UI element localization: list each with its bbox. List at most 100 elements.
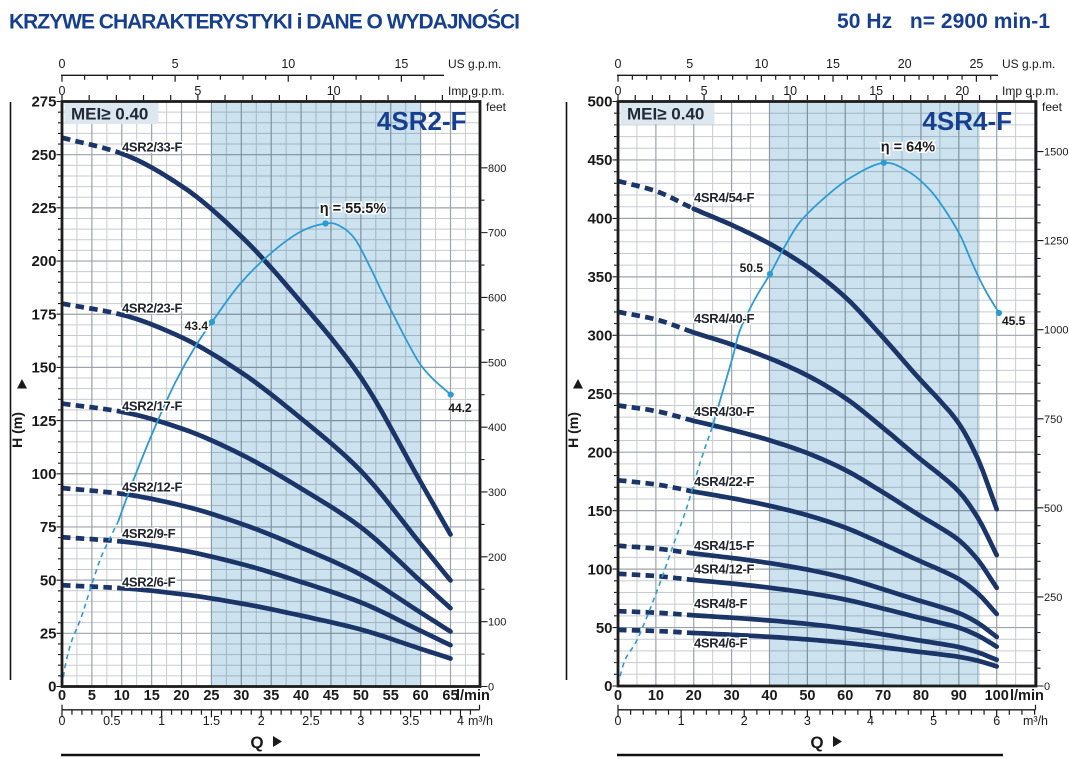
svg-text:600: 600 [488,293,506,305]
svg-text:225: 225 [31,200,56,217]
svg-text:6: 6 [993,714,1000,728]
svg-text:m³/h: m³/h [1023,714,1048,728]
svg-text:200: 200 [31,253,56,270]
svg-text:0: 0 [59,84,66,98]
svg-text:100: 100 [488,617,506,629]
svg-text:200: 200 [587,444,612,461]
svg-text:150: 150 [587,503,612,520]
svg-text:4SR4/12-F: 4SR4/12-F [694,562,755,577]
svg-text:4SR2/23-F: 4SR2/23-F [122,301,183,316]
svg-text:MEI≥ 0.40: MEI≥ 0.40 [627,105,704,124]
svg-text:1000: 1000 [1044,325,1068,337]
svg-text:43.4: 43.4 [185,319,209,333]
svg-text:4SR2/9-F: 4SR2/9-F [122,526,176,541]
svg-text:75: 75 [40,519,57,536]
svg-text:55: 55 [383,688,399,704]
svg-text:300: 300 [587,328,612,345]
svg-text:0: 0 [604,678,612,695]
svg-text:30: 30 [724,688,740,704]
svg-text:20: 20 [173,688,189,704]
svg-text:200: 200 [488,552,506,564]
svg-text:100: 100 [31,466,56,483]
svg-text:20: 20 [686,688,702,704]
svg-text:2.5: 2.5 [302,714,319,728]
svg-text:1.5: 1.5 [203,714,220,728]
svg-text:500: 500 [1044,503,1062,515]
svg-text:0: 0 [59,714,66,728]
svg-text:5: 5 [686,57,693,71]
svg-text:400: 400 [587,211,612,228]
svg-text:250: 250 [31,147,56,164]
svg-text:3: 3 [357,714,364,728]
svg-text:η = 64%: η = 64% [881,140,936,156]
svg-text:25: 25 [969,57,983,71]
svg-text:1: 1 [158,714,165,728]
svg-text:3.5: 3.5 [402,714,419,728]
svg-text:4SR4/15-F: 4SR4/15-F [694,538,755,553]
svg-text:10: 10 [281,57,295,71]
svg-text:750: 750 [1044,414,1062,426]
svg-text:0: 0 [48,679,56,696]
svg-text:l/min: l/min [456,688,490,704]
svg-text:30: 30 [233,688,249,704]
svg-text:feet: feet [1042,100,1063,114]
svg-text:MEI≥ 0.40: MEI≥ 0.40 [71,105,148,124]
svg-text:800: 800 [488,163,506,175]
svg-text:50.5: 50.5 [740,261,764,275]
svg-text:50: 50 [799,688,815,704]
svg-text:20: 20 [955,84,969,98]
svg-text:2: 2 [258,714,265,728]
svg-text:45.5: 45.5 [1002,314,1026,328]
svg-text:Imp g.p.m.: Imp g.p.m. [1002,84,1059,98]
svg-text:35: 35 [263,688,279,704]
svg-text:50: 50 [40,572,57,589]
svg-text:50 Hz n= 2900 min-1: 50 Hz n= 2900 min-1 [837,10,1050,33]
svg-text:250: 250 [1044,592,1062,604]
svg-text:700: 700 [488,228,506,240]
svg-text:10: 10 [783,84,797,98]
svg-text:90: 90 [951,688,967,704]
svg-text:η = 55.5%: η = 55.5% [320,201,387,217]
svg-text:0: 0 [614,688,622,704]
svg-text:5: 5 [172,57,179,71]
svg-text:4SR4-F: 4SR4-F [922,106,1012,136]
svg-text:4SR4/54-F: 4SR4/54-F [694,190,755,205]
svg-text:450: 450 [587,152,612,169]
svg-text:40: 40 [761,688,777,704]
svg-text:US g.p.m.: US g.p.m. [448,57,501,71]
svg-text:4SR2/17-F: 4SR2/17-F [122,399,183,414]
svg-text:H (m): H (m) [565,412,581,448]
svg-text:125: 125 [31,413,56,430]
svg-text:250: 250 [587,386,612,403]
svg-text:0: 0 [615,57,622,71]
svg-text:5: 5 [930,714,937,728]
svg-text:10: 10 [754,57,768,71]
svg-text:100: 100 [587,561,612,578]
svg-text:0.5: 0.5 [103,714,120,728]
svg-text:4SR4/30-F: 4SR4/30-F [694,404,755,419]
svg-text:4SR2/33-F: 4SR2/33-F [122,140,183,155]
svg-text:10: 10 [114,688,130,704]
svg-text:15: 15 [869,84,883,98]
svg-text:4SR4/8-F: 4SR4/8-F [694,596,748,611]
svg-text:15: 15 [394,57,408,71]
svg-text:4SR2-F: 4SR2-F [377,106,467,136]
svg-text:5: 5 [88,688,96,704]
svg-text:1: 1 [678,714,685,728]
svg-text:25: 25 [40,626,57,643]
svg-text:4SR4/40-F: 4SR4/40-F [694,311,755,326]
svg-text:100: 100 [985,688,1009,704]
svg-text:44.2: 44.2 [448,401,472,415]
svg-text:400: 400 [488,422,506,434]
svg-text:5: 5 [194,84,201,98]
svg-text:0: 0 [1044,681,1050,693]
svg-text:80: 80 [913,688,929,704]
svg-text:2: 2 [741,714,748,728]
svg-text:Q: Q [250,733,263,752]
svg-text:15: 15 [144,688,160,704]
svg-text:4SR2/6-F: 4SR2/6-F [122,575,176,590]
svg-text:65: 65 [442,688,458,704]
svg-text:45: 45 [323,688,339,704]
svg-text:feet: feet [486,100,507,114]
svg-text:H (m): H (m) [9,412,25,448]
